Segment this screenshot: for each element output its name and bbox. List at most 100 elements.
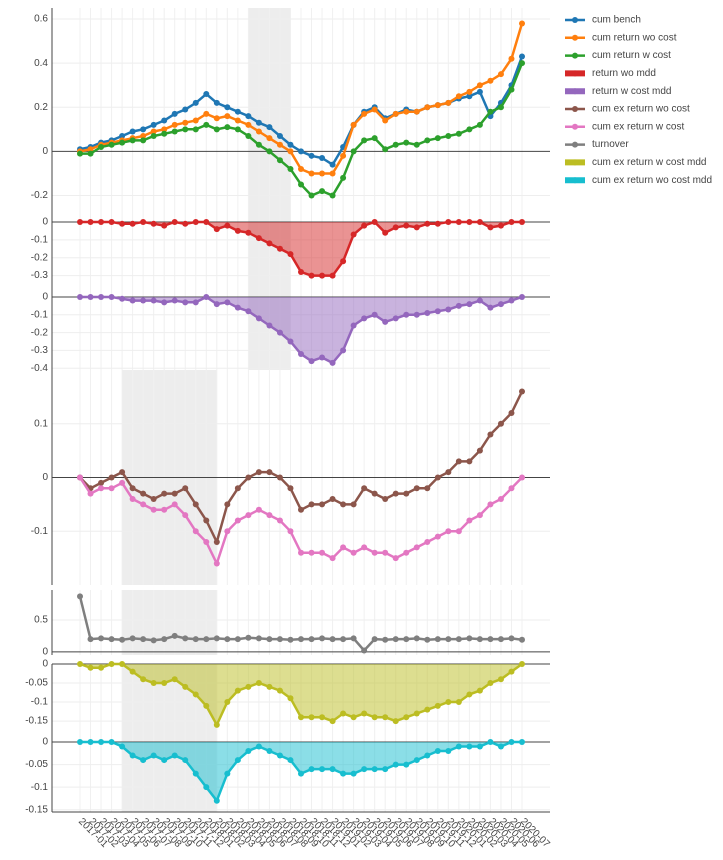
y-tick-label: 0 [42, 217, 48, 228]
point [87, 294, 94, 300]
point [445, 636, 452, 643]
point [403, 636, 410, 643]
point [382, 117, 389, 124]
point [392, 761, 399, 768]
point [508, 739, 515, 745]
point [287, 166, 294, 173]
point [466, 691, 473, 698]
point [182, 635, 189, 642]
point [413, 224, 420, 231]
point [455, 130, 462, 137]
point [129, 297, 136, 304]
point [255, 680, 262, 687]
point [234, 517, 241, 524]
point [150, 121, 157, 128]
point [445, 469, 452, 476]
point [319, 354, 326, 361]
point [413, 757, 420, 764]
point [77, 294, 83, 300]
point [466, 458, 473, 465]
point [508, 86, 515, 93]
point [129, 668, 136, 675]
point [276, 636, 283, 643]
point [203, 110, 210, 117]
y-tick-label: -0.1 [31, 526, 49, 537]
point [245, 683, 252, 690]
point [276, 517, 283, 524]
point [150, 297, 157, 304]
point [276, 474, 283, 481]
point [455, 458, 462, 465]
point [182, 299, 189, 306]
point [371, 490, 378, 497]
point [276, 752, 283, 759]
y-tick-label: -0.2 [31, 327, 49, 338]
point [340, 544, 347, 551]
point [192, 691, 199, 698]
point [329, 192, 336, 199]
point [266, 636, 273, 643]
point [266, 322, 273, 329]
legend-label: cum return w cost [592, 50, 671, 61]
point [129, 496, 136, 502]
point [192, 117, 199, 124]
point [192, 126, 199, 133]
point [476, 297, 483, 304]
point [140, 219, 147, 225]
y-tick-label: -0.1 [31, 309, 49, 320]
point [371, 549, 378, 556]
point [329, 496, 336, 502]
y-tick-label: 0.5 [34, 615, 48, 626]
point [466, 301, 473, 308]
point [192, 528, 199, 535]
point [203, 517, 210, 524]
point [255, 235, 262, 242]
point [77, 219, 83, 225]
point [77, 593, 83, 600]
legend-marker [572, 123, 578, 130]
point [203, 294, 210, 300]
point [150, 752, 157, 759]
point [371, 106, 378, 113]
point [87, 636, 94, 643]
point [140, 137, 147, 144]
point [276, 687, 283, 694]
point [519, 474, 525, 481]
point [266, 135, 273, 142]
point [371, 766, 378, 773]
y-tick-label: -0.05 [25, 678, 48, 689]
point [140, 490, 147, 497]
point [434, 748, 441, 755]
point [487, 680, 494, 687]
legend-marker [572, 141, 578, 148]
point [119, 220, 126, 227]
point [276, 132, 283, 139]
point [424, 220, 431, 227]
point [519, 739, 525, 745]
point [298, 770, 304, 777]
point [308, 272, 315, 279]
point [77, 150, 83, 157]
point [497, 420, 504, 427]
point [276, 245, 283, 252]
point [466, 219, 473, 225]
point [371, 636, 378, 643]
point [234, 757, 241, 764]
point [234, 636, 241, 643]
point [508, 219, 515, 225]
point [87, 150, 94, 157]
legend-label: cum bench [592, 15, 641, 26]
point [203, 702, 210, 709]
y-tick-label: -0.15 [25, 716, 48, 727]
point [245, 512, 252, 519]
point [476, 636, 483, 643]
point [392, 141, 399, 148]
point [129, 137, 136, 144]
point [119, 469, 126, 476]
point [308, 636, 315, 643]
legend-label: cum return wo cost [592, 32, 677, 43]
point [319, 501, 326, 508]
point [319, 714, 326, 721]
point [108, 636, 115, 643]
y-tick-label: -0.1 [31, 234, 49, 245]
